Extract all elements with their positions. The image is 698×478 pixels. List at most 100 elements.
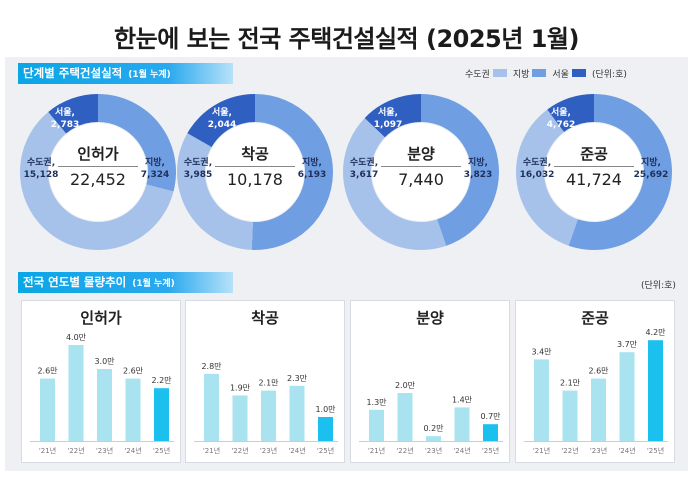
bar-2	[397, 393, 413, 441]
bar-value-label: 0.2만	[423, 424, 444, 433]
bar-value-label: 1.4만	[452, 395, 473, 404]
bar-value-label: 4.0만	[66, 333, 87, 342]
bar-5	[648, 340, 663, 441]
x-tick-label: '22년	[67, 446, 84, 455]
donut-label-value: 16,032	[519, 170, 555, 180]
donut-hole	[206, 123, 304, 221]
donut-label-regional: 지방, 25,692	[623, 157, 679, 181]
section-label-stage-sub: (1월 누계)	[128, 70, 171, 80]
donut-label-value: 15,128	[23, 170, 59, 180]
legend-item-capital: 수도권	[465, 67, 507, 80]
bar-value-label: 1.9만	[230, 383, 251, 392]
donut-label-name: 서울,	[212, 108, 232, 118]
donut-hole	[49, 123, 147, 221]
donut-permit	[19, 94, 176, 251]
bar-2	[562, 390, 578, 441]
donut-label-name: 수도권,	[26, 158, 56, 168]
donut-slice-regional	[251, 94, 333, 251]
donut-label-capital: 수도권, 3,985	[170, 157, 226, 181]
section-label-stage-text: 단계별 주택건설실적	[23, 66, 123, 80]
donut-label-value: 2,783	[50, 120, 80, 130]
donut-label-name: 수도권,	[349, 158, 379, 168]
bar-4	[454, 407, 470, 441]
bar-card-sale: 분양 1.3만 '21년 2.0만 '22년 0.2만 '23년 1.4만 '24년 0.7만 '2…	[350, 300, 510, 463]
bar-card-permit: 인허가 2.6만 '21년 4.0만 '22년 3.0만 '23년 2.6만 '24년 2.2만 '…	[21, 300, 181, 463]
donut-slice-seoul	[547, 94, 594, 133]
donut-title: 인허가	[77, 145, 119, 163]
donut-label-seoul: 서울, 2,783	[37, 107, 93, 131]
bar-chart-permit: 2.6만 '21년 4.0만 '22년 3.0만 '23년 2.6만 '24년 2.2만 '25년	[30, 333, 174, 455]
donut-slice-capital	[343, 118, 447, 251]
donut-label-name: 지방,	[468, 158, 488, 168]
donut-slice-capital	[177, 133, 253, 250]
unit-label-trend: (단위:호)	[641, 281, 676, 291]
x-tick-label: '21년	[533, 446, 550, 455]
x-tick-label: '25년	[647, 446, 664, 455]
donut-label-value: 3,617	[349, 170, 379, 180]
donut-label-seoul: 서울, 1,097	[360, 107, 416, 131]
x-tick-label: '24년	[618, 446, 635, 455]
bar-3	[97, 369, 112, 441]
bar-card-title: 인허가	[80, 309, 122, 327]
donut-total: 7,440	[398, 170, 444, 189]
donut-hole	[545, 123, 643, 221]
x-tick-label: '24년	[124, 446, 141, 455]
x-tick-label: '21년	[39, 446, 56, 455]
x-tick-label: '22년	[396, 446, 413, 455]
x-tick-label: '21년	[368, 446, 385, 455]
donut-label-capital: 수도권, 3,617	[336, 157, 392, 181]
donut-label-value: 25,692	[633, 170, 669, 180]
donut-label-seoul: 서울, 2,044	[194, 107, 250, 131]
donut-label-regional: 지방, 7,324	[127, 157, 183, 181]
donut-label-name: 지방,	[641, 158, 661, 168]
section-label-trend-text: 전국 연도별 물량추이	[23, 275, 127, 289]
x-tick-label: '23년	[96, 446, 113, 455]
bar-1	[40, 378, 55, 441]
donut-label-seoul: 서울, 4,762	[533, 107, 589, 131]
x-tick-label: '23년	[425, 446, 442, 455]
bar-value-label: 1.0만	[315, 405, 336, 414]
bar-value-label: 3.0만	[94, 357, 115, 366]
donut-label-value: 6,193	[297, 170, 327, 180]
donut-label-value: 7,324	[140, 170, 170, 180]
donut-hole	[372, 123, 470, 221]
donut-slice-regional	[98, 94, 176, 192]
bar-card-title: 착공	[251, 309, 279, 327]
bar-chart-construction-start: 2.8만 '21년 1.9만 '22년 2.1만 '23년 2.3만 '24년 1.0만 '25년	[194, 362, 338, 455]
bar-card-title: 준공	[581, 309, 609, 327]
bar-card-title: 분양	[416, 309, 444, 327]
donut-center-sale: 분양 7,440	[371, 144, 471, 190]
bar-value-label: 2.6만	[123, 367, 144, 376]
legend-swatch-capital	[492, 69, 507, 77]
bar-5	[154, 388, 169, 441]
donut-slice-seoul	[48, 94, 98, 134]
donut-label-name: 서울,	[551, 108, 571, 118]
donut-label-value: 4,762	[546, 120, 576, 130]
bar-card-completion: 준공 3.4만 '21년 2.1만 '22년 2.6만 '23년 3.7만 '24년 4.2만 '2…	[515, 300, 675, 463]
bar-4	[289, 385, 305, 441]
section-label-trend: 전국 연도별 물량추이 (1월 누계)	[18, 272, 233, 293]
bar-value-label: 2.1만	[560, 379, 581, 388]
donut-title: 분양	[407, 145, 435, 163]
bar-value-label: 2.2만	[151, 376, 172, 385]
bar-value-label: 3.7만	[617, 340, 638, 349]
legend-item-regional: 지방	[513, 67, 547, 80]
donut-label-name: 지방,	[302, 158, 322, 168]
donut-label-capital: 수도권, 15,128	[13, 157, 69, 181]
legend-label-capital: 수도권	[465, 69, 490, 80]
x-tick-label: '22년	[231, 446, 248, 455]
donut-label-name: 서울,	[55, 108, 75, 118]
donut-divider	[215, 166, 295, 167]
legend-unit: (단위:호)	[591, 69, 627, 80]
legend: 수도권 지방 서울 (단위:호)	[465, 66, 627, 80]
donut-slice-regional	[568, 94, 673, 250]
page-title: 한눈에 보는 전국 주택건설실적 (2025년 1월)	[114, 25, 579, 53]
bar-3	[261, 390, 276, 441]
bar-value-label: 0.7만	[480, 412, 501, 421]
donut-label-name: 수도권,	[522, 158, 552, 168]
donut-slice-seoul	[187, 94, 255, 148]
donut-label-value: 3,985	[183, 170, 213, 180]
donut-total: 41,724	[566, 170, 622, 189]
bar-value-label: 2.8만	[201, 362, 222, 371]
